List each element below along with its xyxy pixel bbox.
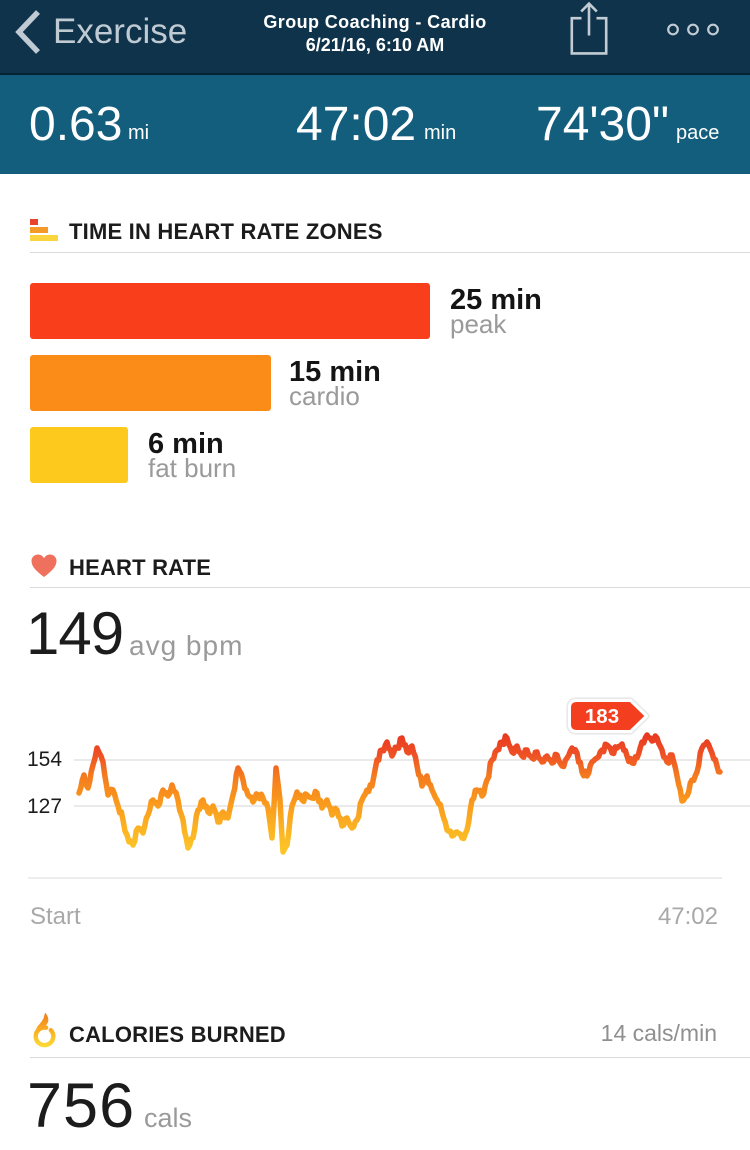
svg-text:183: 183 — [585, 705, 619, 728]
